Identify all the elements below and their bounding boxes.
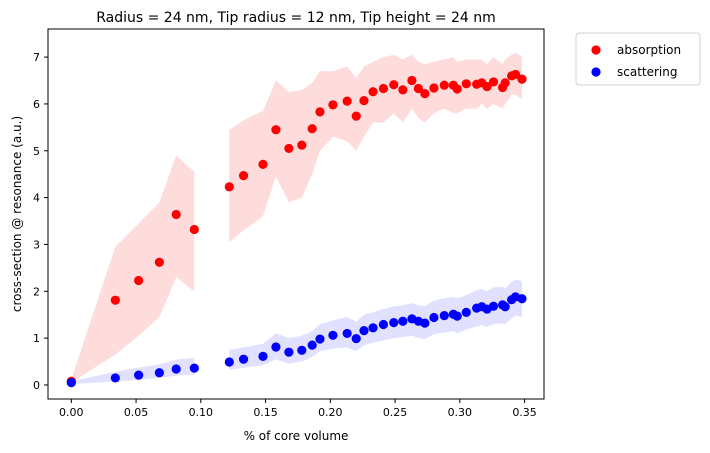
band-absorption-0 [71,155,195,383]
point-absorption-18 [368,87,378,97]
x-tick-label: 0.10 [189,406,214,419]
point-scattering-26 [439,311,449,321]
point-scattering-35 [500,302,510,312]
point-scattering-12 [307,340,317,350]
x-tick-label: 0.30 [448,406,473,419]
point-absorption-15 [342,96,352,106]
point-absorption-3 [154,257,164,267]
y-tick-label: 2 [33,285,40,298]
point-scattering-5 [189,363,199,373]
point-absorption-22 [407,75,417,86]
point-scattering-10 [284,347,294,357]
x-tick-label: 0.25 [383,406,408,419]
x-tick-label: 0.05 [124,406,149,419]
chart-title: Radius = 24 nm, Tip radius = 12 nm, Tip … [96,10,496,26]
point-scattering-25 [429,312,439,323]
point-absorption-23 [413,83,423,94]
point-scattering-9 [271,342,281,352]
x-tick-label: 0.15 [253,406,278,419]
point-absorption-12 [307,124,317,134]
point-scattering-38 [517,294,527,304]
point-scattering-0 [66,378,76,388]
point-absorption-10 [284,143,294,154]
point-scattering-15 [342,328,352,339]
y-tick-label: 6 [33,98,40,111]
point-absorption-35 [500,78,510,88]
point-scattering-29 [461,307,471,317]
legend-label-scattering: scattering [617,65,678,79]
x-tick-label: 0.20 [318,406,343,419]
point-scattering-21 [398,316,408,326]
point-absorption-28 [452,84,462,94]
point-absorption-13 [315,107,325,117]
x-tick-label: 0.00 [59,406,84,419]
point-scattering-19 [378,319,389,330]
point-scattering-14 [328,330,338,340]
axes-frame [47,28,545,400]
point-absorption-9 [271,125,281,135]
point-scattering-8 [258,351,268,361]
point-absorption-17 [359,96,369,106]
band-absorption-1 [229,52,522,243]
y-tick-label: 5 [33,145,40,158]
point-absorption-21 [398,85,408,95]
point-absorption-8 [258,159,268,169]
legend-box [575,32,701,86]
point-scattering-11 [297,345,307,355]
y-tick-label: 3 [33,238,40,251]
point-scattering-1 [110,373,120,383]
point-absorption-26 [439,80,449,90]
point-scattering-6 [224,357,234,367]
band-scattering-0 [71,357,195,385]
point-scattering-13 [315,334,325,344]
y-tick-label: 1 [33,332,40,345]
point-absorption-38 [517,74,527,84]
data-points [66,69,527,388]
point-scattering-4 [171,364,181,374]
point-absorption-33 [488,77,499,87]
point-absorption-5 [189,224,199,235]
point-absorption-6 [224,182,234,192]
point-scattering-7 [238,354,249,364]
confidence-bands [71,52,522,385]
point-absorption-19 [378,83,389,94]
y-axis-label: cross-section @ resonance (a.u.) [10,116,24,312]
point-absorption-4 [171,209,181,220]
y-tick-label: 0 [33,379,40,392]
point-absorption-25 [429,83,439,93]
point-absorption-11 [297,140,307,150]
point-scattering-20 [389,318,399,328]
point-scattering-24 [420,318,430,328]
point-scattering-33 [488,301,499,311]
legend-label-absorption: absorption [617,43,681,57]
point-absorption-2 [134,275,144,286]
x-axis-ticks: 0.00 0.05 0.10 0.15 0.20 0.25 0.30 0.35 [59,399,537,419]
point-absorption-37 [510,69,521,80]
point-scattering-18 [368,323,378,333]
legend-marker-scattering [591,67,601,77]
y-tick-label: 4 [33,192,40,205]
point-scattering-17 [359,326,369,336]
point-absorption-29 [461,79,471,89]
point-absorption-16 [351,111,361,121]
legend-marker-absorption [591,45,601,55]
point-absorption-24 [420,89,430,99]
x-axis-label: % of core volume [244,429,349,443]
x-tick-label: 0.35 [512,406,537,419]
point-absorption-14 [328,100,338,110]
point-scattering-28 [452,311,462,321]
y-axis-ticks: 0 1 2 3 4 5 6 7 [33,51,48,392]
legend: absorption scattering [575,32,701,86]
point-absorption-1 [110,295,120,305]
point-absorption-7 [238,170,249,181]
point-scattering-16 [351,333,361,344]
y-tick-label: 7 [33,51,40,64]
point-absorption-32 [482,82,492,92]
point-scattering-3 [154,368,164,378]
point-absorption-20 [389,80,399,90]
point-scattering-2 [134,370,144,380]
